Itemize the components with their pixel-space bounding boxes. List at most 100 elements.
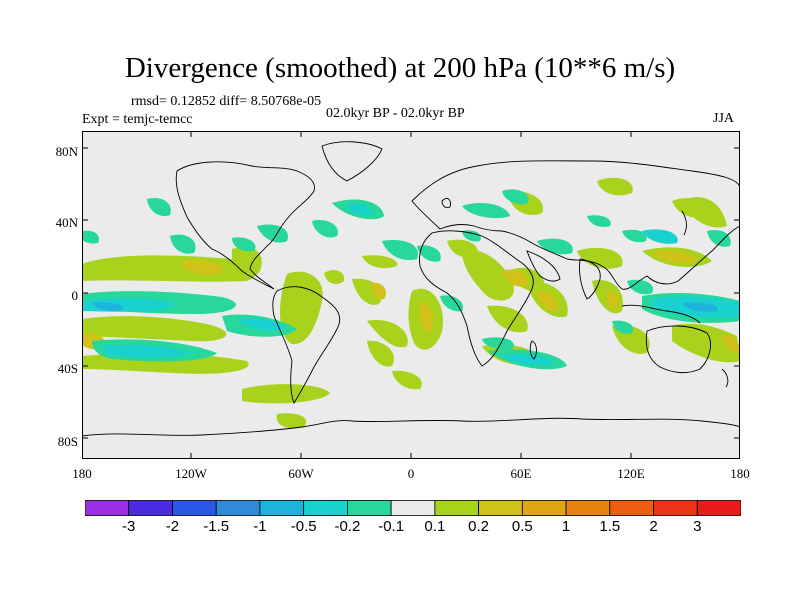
colorbar-cell — [172, 500, 217, 516]
colorbar-cell — [259, 500, 305, 516]
colorbar-label: -1 — [253, 518, 267, 535]
colorbar-cell — [434, 500, 479, 516]
map-plot — [82, 131, 740, 459]
colorbar-label: 1 — [561, 518, 571, 535]
positive-contour — [487, 305, 528, 333]
lon-label-60w: 60W — [288, 466, 314, 481]
negative-contour — [147, 197, 171, 217]
coast-japan — [681, 210, 687, 236]
positive-contour-mid — [419, 302, 434, 333]
colorbar-cell — [346, 500, 392, 516]
lat-label-40s: 40S — [57, 361, 78, 376]
negative-contour — [502, 189, 529, 205]
negative-contour — [627, 279, 653, 295]
positive-contour — [367, 340, 394, 367]
lon-label-180e: 180 — [730, 466, 750, 481]
positive-contour — [362, 255, 398, 269]
lon-label-60e: 60E — [510, 466, 532, 481]
colorbar-label: -3 — [122, 518, 136, 535]
positive-contour — [367, 320, 408, 348]
coast-antarctica — [82, 417, 740, 437]
coast-madagascar — [529, 340, 537, 360]
colorbar-label: 0.1 — [424, 518, 446, 535]
colorbar-cell — [215, 500, 261, 516]
positive-contour-mid — [502, 269, 529, 287]
stats-text: rmsd= 0.12852 diff= 8.50768e-05 — [131, 94, 322, 109]
coastlines — [82, 141, 740, 437]
negative-contour-mid — [502, 354, 554, 366]
lat-label-80s: 80S — [57, 434, 78, 449]
negative-contour-mid — [237, 318, 287, 331]
divergence-field — [82, 177, 740, 429]
coast-south-america — [272, 286, 341, 405]
colorbar-label: 1.5 — [599, 518, 621, 535]
positive-contour-mid — [722, 335, 740, 354]
colorbar — [85, 500, 741, 516]
colorbar-cell — [565, 500, 611, 516]
experiment-label: Expt = temjc-temcc — [82, 112, 193, 127]
negative-contour — [462, 230, 481, 242]
positive-contour-mid — [537, 290, 559, 312]
colorbar-cell — [390, 500, 436, 516]
colorbar-cell — [128, 500, 173, 516]
positive-contour-mid — [371, 282, 387, 300]
lat-label-80n: 80N — [55, 144, 78, 159]
positive-contour-mid — [606, 290, 619, 310]
colorbar-cell — [85, 500, 130, 516]
coast-arabia — [526, 250, 561, 282]
coast-australia — [645, 325, 711, 374]
negative-contour — [537, 238, 573, 255]
coast-north-america — [175, 161, 315, 290]
colorbar-label: 0.5 — [511, 518, 533, 535]
negative-contour-mid — [102, 344, 192, 358]
lon-label-180w: 180 — [72, 466, 92, 481]
lat-label-0: 0 — [71, 288, 79, 303]
positive-contour — [324, 270, 345, 285]
positive-contour — [682, 197, 727, 228]
negative-contour — [587, 215, 611, 227]
negative-contour — [312, 220, 338, 238]
negative-contour — [482, 337, 514, 350]
period-label: 02.0kyr BP - 02.0kyr BP — [326, 106, 465, 121]
coast-uk — [441, 198, 451, 209]
negative-contour — [417, 245, 441, 262]
colorbar-cell — [478, 500, 523, 516]
map-title: Divergence (smoothed) at 200 hPa (10**6 … — [124, 52, 676, 84]
coast-greenland — [321, 141, 383, 182]
negative-contour — [612, 320, 634, 334]
colorbar-label: 0.2 — [468, 518, 490, 535]
negative-contour — [170, 234, 196, 254]
lon-label-120e: 120E — [617, 466, 645, 481]
positive-contour-mid — [652, 250, 697, 264]
coast-eurasia — [411, 160, 740, 290]
positive-contour — [392, 370, 422, 390]
positive-contour — [577, 247, 623, 269]
positive-contour — [672, 323, 740, 363]
colorbar-cell — [696, 500, 741, 516]
negative-contour — [82, 230, 100, 244]
lon-label-0: 0 — [407, 466, 415, 481]
coast-new-zealand — [721, 368, 729, 388]
negative-contour — [440, 295, 463, 312]
colorbar-cell — [303, 500, 348, 516]
positive-contour — [462, 250, 514, 301]
positive-contour — [82, 316, 227, 342]
lat-label-40n: 40N — [55, 215, 78, 230]
positive-contour — [242, 384, 330, 404]
colorbar-label: 3 — [693, 518, 702, 535]
positive-contour — [597, 177, 633, 196]
negative-contour-large — [682, 302, 718, 312]
negative-contour — [232, 237, 256, 252]
coast-india — [579, 258, 601, 300]
negative-contour — [382, 240, 418, 261]
negative-contour — [462, 202, 510, 219]
negative-contour — [707, 229, 731, 247]
positive-contour-mid — [182, 260, 223, 275]
colorbar-cell — [521, 500, 567, 516]
colorbar-cell — [609, 500, 654, 516]
negative-contour-mid — [347, 203, 373, 215]
colorbar-cell — [653, 500, 698, 516]
positive-contour — [82, 255, 258, 282]
season-label: JJA — [713, 111, 735, 126]
colorbar-label: -0.2 — [334, 518, 361, 535]
